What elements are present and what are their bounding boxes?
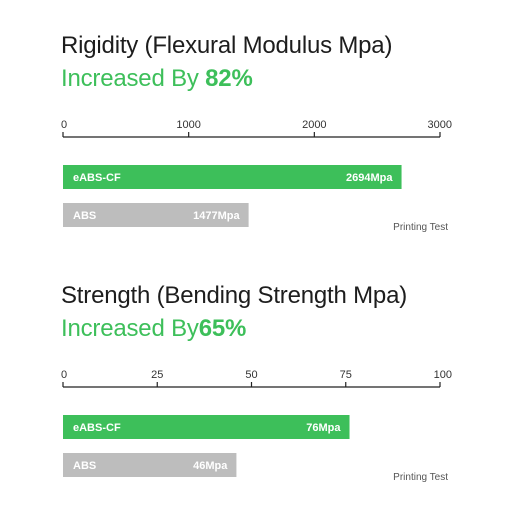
strength-bar-value-eabs-cf: 76Mpa xyxy=(306,422,341,434)
strength-title: Strength (Bending Strength Mpa) xyxy=(61,282,408,309)
strength-bar-value-abs: 46Mpa xyxy=(193,460,228,472)
rigidity-tick-label-2000: 2000 xyxy=(302,119,326,131)
rigidity-bar-chart: 0 1000 2000 3000 eABS-CF 2694Mpa ABS 1477Mpa Pri… xyxy=(61,119,452,233)
rigidity-subtitle: Increased By 82% xyxy=(61,65,253,93)
rigidity-bar-abs xyxy=(63,203,249,227)
strength-bar-category-eabs-cf: eABS-CF xyxy=(73,422,121,434)
strength-subtitle: Increased By65% xyxy=(61,315,246,343)
strength-tick-label-100: 100 xyxy=(434,369,452,381)
rigidity-increase-percent: 82% xyxy=(205,65,253,92)
rigidity-subtitle-text: Increased By xyxy=(61,65,206,92)
strength-subtitle-text: Increased By xyxy=(61,315,199,342)
strength-tick-label-0: 0 xyxy=(61,369,67,381)
rigidity-printing-test-note: Printing Test xyxy=(393,222,448,233)
rigidity-tick-label-1000: 1000 xyxy=(176,119,200,131)
strength-increase-percent: 65% xyxy=(198,315,247,342)
strength-bar-abs xyxy=(63,453,237,477)
rigidity-title: Rigidity (Flexural Modulus Mpa) xyxy=(61,32,393,59)
strength-tick-label-50: 50 xyxy=(245,369,257,381)
rigidity-bar-value-abs: 1477Mpa xyxy=(193,210,240,222)
strength-bar-category-abs: ABS xyxy=(73,460,96,472)
strength-tick-label-25: 25 xyxy=(151,369,163,381)
rigidity-bar-value-eabs-cf: 2694Mpa xyxy=(346,172,393,184)
rigidity-bar-category-eabs-cf: eABS-CF xyxy=(73,172,121,184)
rigidity-bar-eabs-cf xyxy=(63,165,402,189)
rigidity-tick-label-3000: 3000 xyxy=(428,119,452,131)
strength-tick-label-75: 75 xyxy=(340,369,352,381)
rigidity-bar-category-abs: ABS xyxy=(73,210,96,222)
strength-bar-chart: 0 25 50 75 100 eABS-CF 76Mpa ABS 46Mpa Printing T… xyxy=(61,369,452,483)
strength-printing-test-note: Printing Test xyxy=(393,472,448,483)
rigidity-tick-label-0: 0 xyxy=(61,119,67,131)
strength-bar-eabs-cf xyxy=(63,415,350,439)
